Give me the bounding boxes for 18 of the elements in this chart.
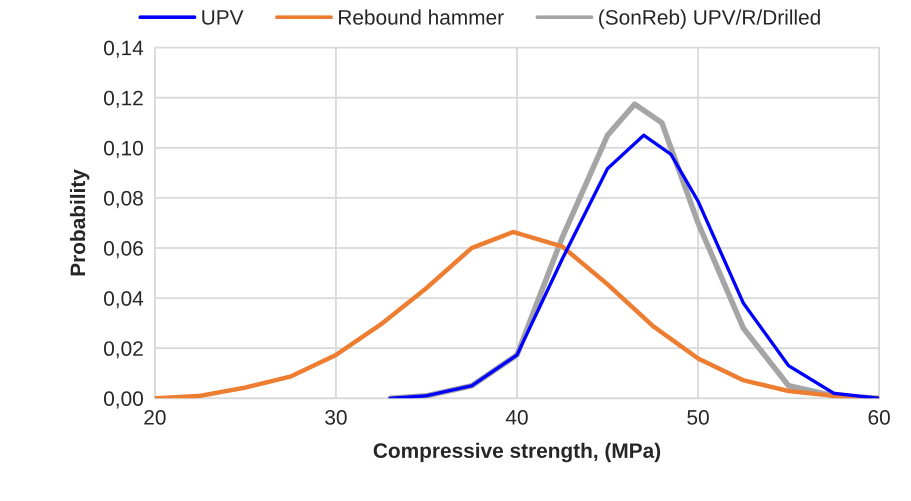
x-tick-label: 30: [325, 410, 347, 425]
y-tick-label: 0,00: [104, 391, 143, 409]
y-tick-label: 0,12: [104, 90, 143, 108]
y-tick-label: 0,06: [104, 240, 143, 258]
y-tick-label: 0,02: [104, 341, 143, 358]
x-tick-label: 40: [506, 410, 528, 425]
legend-label: (SonReb) UPV/R/Drilled: [599, 9, 820, 29]
y-tick-label: 0,04: [104, 291, 144, 308]
legend-label: UPV: [202, 10, 244, 25]
y-tick-label: 0,08: [104, 190, 143, 208]
x-tick-label: 20: [144, 410, 166, 425]
x-tick-label: 60: [868, 410, 890, 425]
y-tick-label: 0,14: [104, 40, 144, 58]
y-tick-label: 0,10: [104, 140, 143, 158]
y-axis-title: Probability: [70, 169, 90, 276]
x-axis-title: Compressive strength, (MPa): [374, 442, 660, 462]
legend-label: Rebound hammer: [339, 9, 504, 25]
x-tick-label: 50: [687, 410, 709, 425]
